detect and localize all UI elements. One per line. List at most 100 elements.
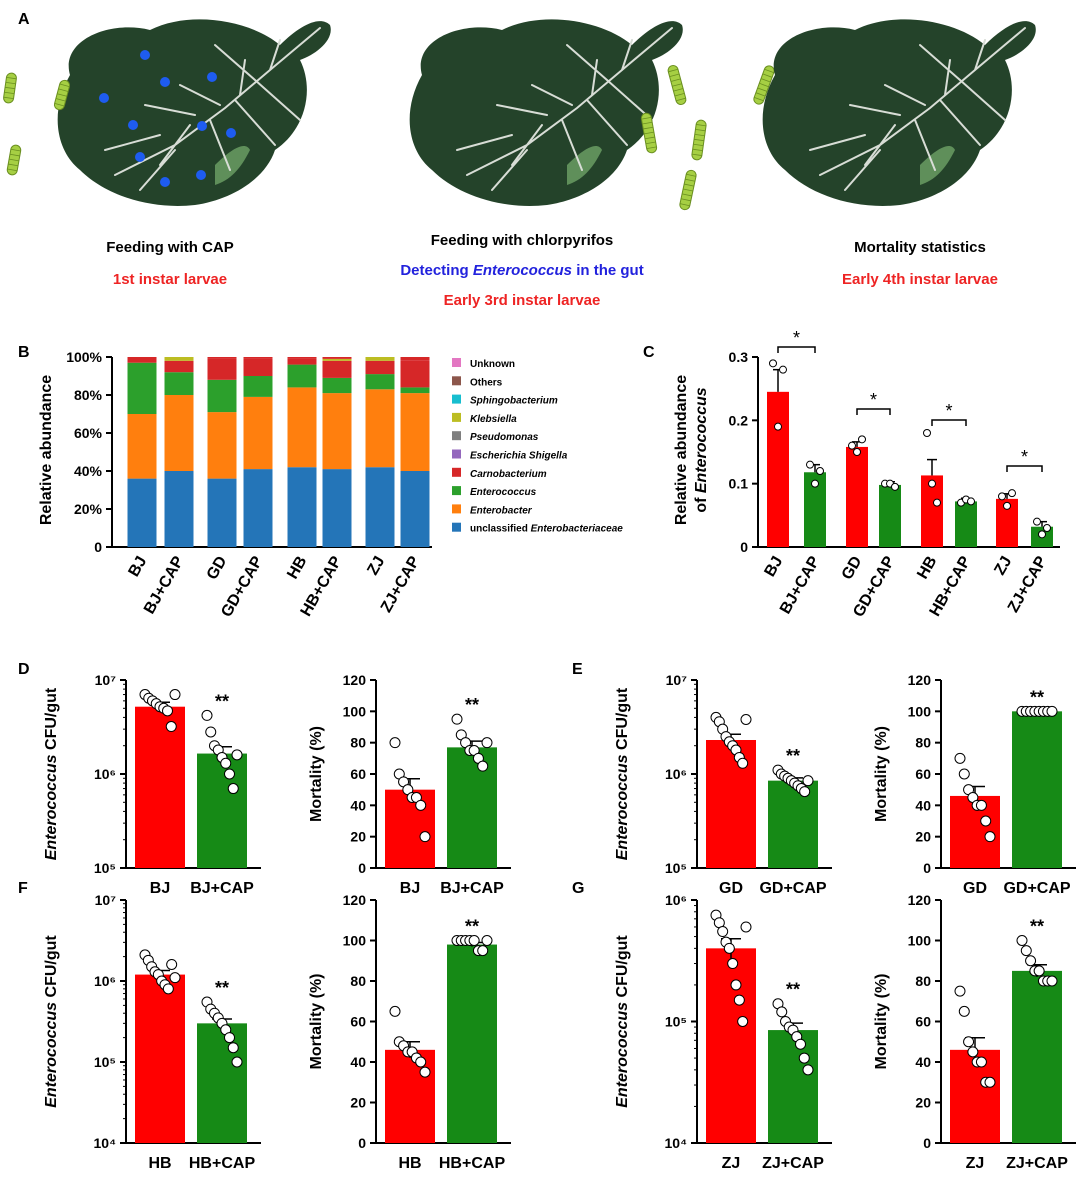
y-axis-title: Mortality (%)	[873, 974, 890, 1070]
step-subtitle-3-1: Early 4th instar larvae	[842, 271, 998, 288]
significance-marker: *	[1021, 447, 1028, 467]
stack-segment-BJ+CAP-unclassified-enterobacteriaceae	[164, 471, 194, 547]
stack-segment-BJ+CAP-enterococcus	[164, 372, 194, 395]
data-point	[975, 799, 987, 811]
data-point	[928, 479, 936, 488]
significance-marker: **	[215, 691, 229, 711]
y-axis-title-line-2: of Enterococcus	[693, 387, 710, 512]
data-point	[169, 689, 181, 701]
y-tick-label: 40	[915, 1054, 931, 1070]
data-point	[967, 497, 975, 506]
data-point	[984, 1076, 996, 1088]
data-point	[798, 1052, 810, 1064]
compound-dot	[128, 120, 138, 130]
stack-segment-GD+CAP-unclassified-enterobacteriaceae	[243, 469, 273, 547]
y-axis-title: Mortality (%)	[308, 726, 325, 822]
stack-segment-GD+CAP-enterococcus	[243, 376, 273, 397]
larva-segment	[762, 73, 773, 78]
data-point	[774, 422, 782, 431]
larva-2	[640, 112, 658, 154]
stack-segment-HB-carnobacterium	[287, 358, 317, 365]
y-axis-title: Enterococcus CFU/gut	[43, 687, 60, 860]
legend-label: Sphingobacterium	[470, 396, 558, 407]
chart-e-2: 0 20 40 60 80 100 120 Mortality (%) GD GD+CAP **	[873, 672, 1076, 897]
stack-segment-GD-unclassified-enterobacteriaceae	[207, 478, 237, 547]
legend-label: Enterococcus	[470, 487, 537, 498]
chart-f-2: 0 20 40 60 80 100 120 Mortality (%) HB HB+CAP **	[308, 892, 511, 1172]
larva-4	[679, 169, 697, 211]
bar-ZJ	[706, 948, 756, 1143]
legend-label: Carnobacterium	[470, 469, 547, 480]
bar-GD	[706, 739, 756, 868]
x-tick-label: GD	[839, 554, 866, 583]
data-point	[967, 1046, 979, 1058]
data-point	[954, 985, 966, 997]
data-point	[975, 1056, 987, 1068]
step-title-1: Feeding with CAP	[106, 239, 234, 256]
bar-HB	[385, 1049, 435, 1143]
significance-bracket	[777, 346, 816, 353]
stack-segment-ZJ-klebsiella	[365, 357, 395, 361]
data-point	[224, 768, 235, 780]
larva-segment	[681, 193, 692, 197]
panel-letter-a: A	[18, 11, 30, 28]
y-tick-label: 10⁶	[665, 766, 687, 782]
data-point	[727, 958, 739, 970]
data-point	[984, 831, 996, 843]
stack-segment-ZJ-carnobacterium	[365, 360, 395, 375]
compound-dot	[99, 93, 109, 103]
larva-segment	[5, 81, 16, 85]
x-tick-label: GD	[719, 880, 743, 897]
data-point	[162, 705, 173, 717]
legend-swatch	[452, 486, 461, 496]
stack-top-fill	[243, 357, 273, 359]
y-tick-label: 20	[915, 829, 931, 845]
step-subtitle-2-2: Early 3rd instar larvae	[444, 292, 601, 309]
y-axis-title: Enterococcus CFU/gut	[614, 687, 631, 860]
y-tick-label: 80%	[74, 387, 103, 403]
x-tick-label: HB+CAP	[439, 1155, 506, 1172]
y-tick-label: 10⁴	[94, 1135, 117, 1151]
larva-3	[53, 79, 71, 111]
x-tick-label: GD+CAP	[1003, 880, 1070, 897]
legend-swatch	[452, 376, 461, 386]
significance-marker: **	[786, 980, 800, 1000]
stack-segment-GD+CAP-enterobacter	[243, 396, 273, 470]
x-tick-label: BJ	[126, 554, 151, 580]
data-point	[779, 365, 787, 374]
y-axis-title: Enterococcus CFU/gut	[614, 935, 631, 1108]
x-tick-label: GD+CAP	[759, 880, 826, 897]
stack-segment-HB+CAP-carnobacterium	[322, 360, 352, 378]
bar-BJ	[767, 391, 789, 547]
data-point	[162, 983, 174, 995]
larva-segment	[644, 131, 654, 135]
stack-segment-GD-carnobacterium	[207, 358, 237, 380]
stack-segment-HB+CAP-enterobacter	[322, 393, 352, 470]
panels-d-to-g: D E F G 10⁵ 10⁶ 10⁷ Enterococcus CFU/gut BJ BJ+CA…	[18, 661, 1076, 1172]
larva-segment	[684, 183, 695, 187]
x-tick-label: ZJ	[991, 554, 1015, 579]
larva-segment	[8, 163, 19, 167]
y-tick-label: 40	[350, 797, 366, 813]
legend-swatch	[452, 467, 461, 477]
y-tick-label: 10⁶	[665, 892, 687, 908]
bar-BJ+CAP	[447, 747, 497, 868]
data-point	[980, 815, 992, 827]
stack-segment-ZJ+CAP-unclassified-enterobacteriaceae	[400, 471, 430, 547]
y-tick-label: 120	[908, 672, 932, 688]
data-point	[165, 721, 177, 733]
x-tick-label: HB	[398, 1155, 421, 1172]
chart-d-1: 10⁵ 10⁶ 10⁷ Enterococcus CFU/gut BJ BJ+CAP **	[43, 672, 261, 897]
x-tick-label: GD	[204, 554, 231, 583]
data-point	[419, 1066, 431, 1078]
stack-segment-HB-enterobacter	[287, 387, 317, 468]
y-tick-label: 10⁵	[94, 1054, 116, 1070]
larva-segment	[670, 78, 681, 82]
y-tick-label: 0	[923, 860, 931, 876]
larva-segment	[693, 138, 705, 142]
larva-3	[691, 119, 707, 161]
larva-6	[6, 144, 22, 176]
chart-g-1: 10⁴ 10⁵ 10⁶ Enterococcus CFU/gut ZJ ZJ+CAP **	[614, 892, 832, 1172]
bar-BJ+CAP	[804, 472, 826, 547]
